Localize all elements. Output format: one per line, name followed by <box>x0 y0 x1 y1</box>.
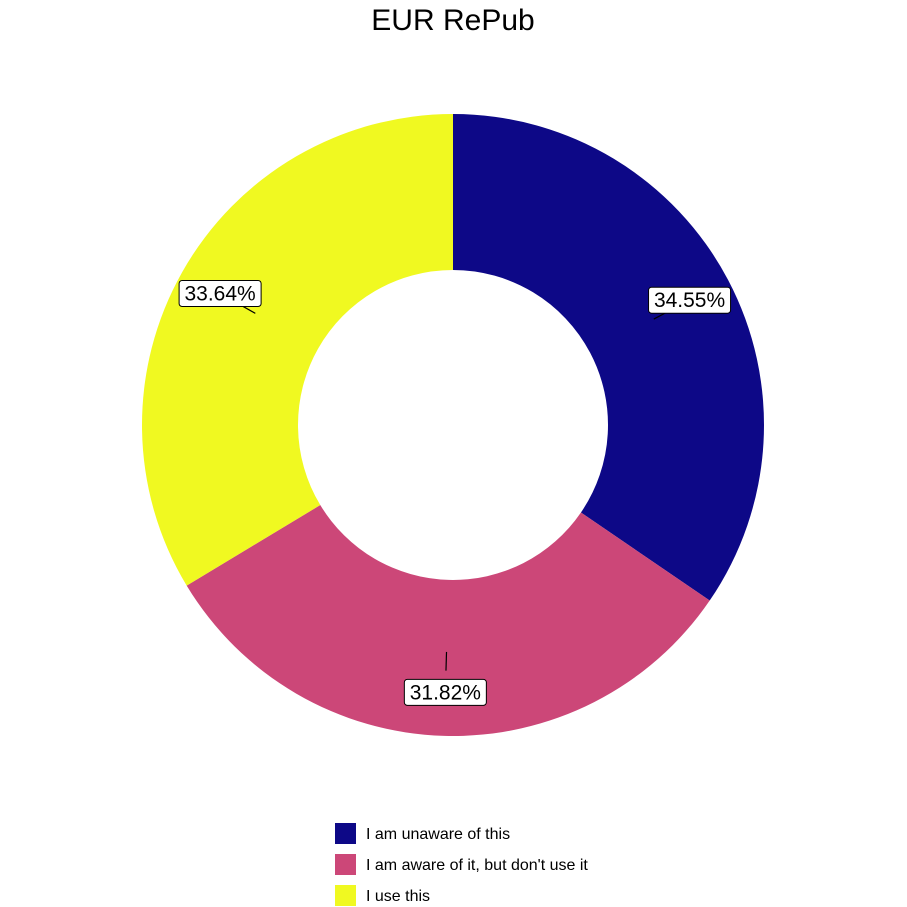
legend-swatch <box>335 885 356 906</box>
slice-label: 33.64% <box>184 282 255 305</box>
legend-label: I am unaware of this <box>366 826 510 843</box>
legend: I am unaware of this I am aware of it, bu… <box>335 823 588 906</box>
legend-swatch <box>335 854 356 875</box>
label-leader-line <box>445 651 448 671</box>
slice-label-box <box>403 678 487 706</box>
donut-slice <box>453 114 764 601</box>
donut-slice <box>142 114 453 586</box>
legend-label: I am aware of it, but don't use it <box>366 857 588 874</box>
donut-slices <box>142 114 764 736</box>
slice-label-box <box>648 286 732 314</box>
slice-label: 31.82% <box>410 681 481 704</box>
legend-swatch <box>335 823 356 844</box>
slice-label-box <box>178 279 262 307</box>
slice-label: 34.55% <box>654 289 725 312</box>
legend-label: I use this <box>366 888 430 905</box>
chart-title: EUR RePub <box>371 4 534 37</box>
slice-labels: 34.55% 31.82% 33.64% <box>178 279 732 706</box>
donut-slice <box>186 505 710 736</box>
